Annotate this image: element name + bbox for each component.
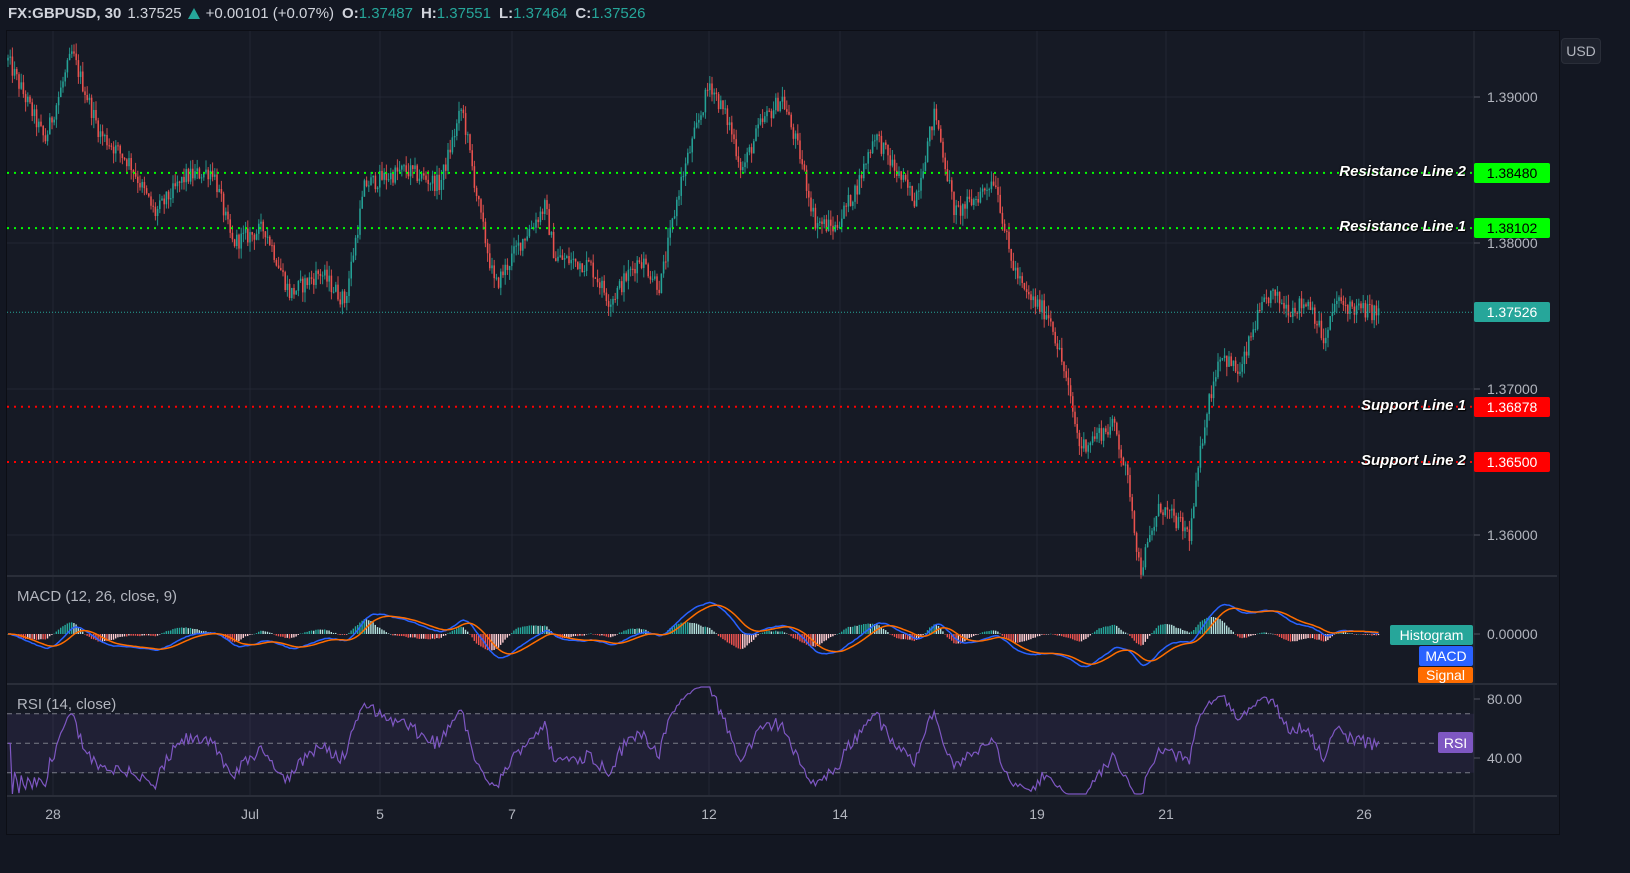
price-tick-label: 1.39000 (1487, 89, 1538, 105)
low-label: L: (499, 4, 514, 22)
open-value: 1.37487 (358, 4, 413, 22)
last-price: 1.37525 (127, 4, 182, 22)
time-tick-label: 7 (508, 806, 516, 822)
price-tick-label: 1.37000 (1487, 381, 1538, 397)
close-label: C: (575, 4, 592, 22)
time-tick-label: 21 (1158, 806, 1174, 822)
level-label-support[interactable]: Support Line 1 (1361, 396, 1466, 414)
high-label: H: (420, 4, 437, 22)
macd-zero-label: 0.00000 (1487, 626, 1538, 642)
level-price-tag: 1.38102 (1474, 218, 1550, 239)
price-change: +0.00101 (+0.07%) (205, 4, 335, 22)
time-tick-label: 19 (1029, 806, 1045, 822)
macd-legend: MACD (1419, 646, 1473, 666)
low-value: 1.37464 (513, 4, 568, 22)
price-tick-label: 1.36000 (1487, 527, 1538, 543)
currency-button[interactable]: USD (1561, 38, 1601, 64)
rsi-tick-80: 80.00 (1487, 691, 1523, 707)
price-tick-label: 1.38000 (1487, 235, 1538, 251)
level-label-resistance[interactable]: Resistance Line 2 (1339, 162, 1466, 180)
time-tick-label: 28 (45, 806, 61, 822)
level-price-tag: 1.36500 (1474, 452, 1550, 472)
up-arrow-icon (187, 7, 200, 19)
close-value: 1.37526 (591, 4, 646, 22)
level-label-support[interactable]: Support Line 2 (1361, 452, 1466, 469)
level-price-tag: 1.36878 (1474, 396, 1550, 417)
signal-legend: Signal (1418, 667, 1473, 683)
time-tick-label: 14 (832, 806, 848, 822)
rsi-pane-title[interactable]: RSI (14, close) (17, 696, 117, 713)
last-price-tag: 1.37526 (1474, 302, 1550, 323)
time-tick-label: Jul (241, 806, 259, 822)
high-value: 1.37551 (436, 4, 491, 22)
symbol-header: FX:GBPUSD, 30 1.37525 +0.00101 (+0.07%) … (8, 3, 645, 23)
histogram-legend: Histogram (1390, 625, 1473, 645)
chart-frame (6, 30, 1560, 835)
macd-pane-title[interactable]: MACD (12, 26, close, 9) (17, 588, 178, 605)
time-tick-label: 5 (376, 806, 384, 822)
rsi-tick-40: 40.00 (1487, 750, 1523, 766)
time-tick-label: 12 (701, 806, 717, 822)
symbol-name[interactable]: FX:GBPUSD, 30 (8, 4, 122, 22)
level-label-resistance[interactable]: Resistance Line 1 (1339, 218, 1466, 236)
rsi-legend: RSI (1438, 732, 1473, 753)
time-tick-label: 26 (1356, 806, 1372, 822)
open-label: O: (342, 4, 359, 22)
level-price-tag: 1.38480 (1474, 162, 1550, 183)
